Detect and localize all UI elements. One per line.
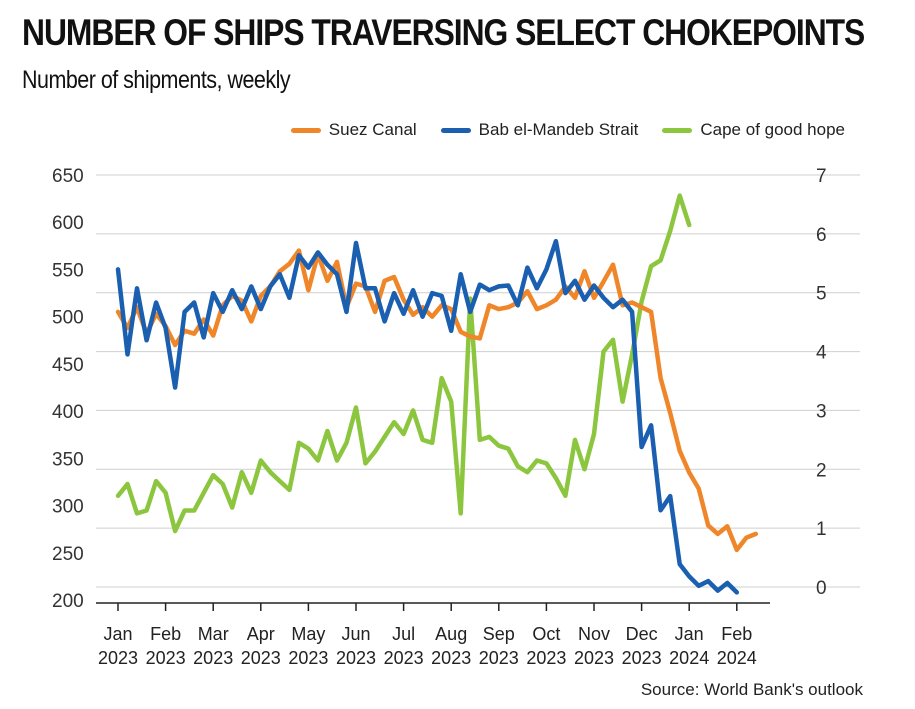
x-tick-year-feb-2024: 2024 — [717, 648, 757, 668]
y-left-tick-400: 400 — [52, 402, 84, 423]
x-tick-year-dec-2023: 2023 — [622, 648, 662, 668]
legend-swatch-bab-el-mandeb — [440, 127, 471, 133]
legend-swatch-suez — [290, 127, 321, 133]
x-tick-label-jan-2024: Jan — [675, 624, 704, 644]
x-tick-year-jun-2023: 2023 — [336, 648, 376, 668]
legend: Suez Canal Bab el-Mandeb Strait Cape of … — [290, 120, 845, 140]
x-tick-year-may-2023: 2023 — [288, 648, 328, 668]
x-tick-year-jul-2023: 2023 — [384, 648, 424, 668]
y-left-tick-600: 600 — [52, 213, 84, 234]
legend-item-cape: Cape of good hope — [662, 120, 845, 140]
chart-subtitle: Number of shipments, weekly — [22, 66, 291, 94]
y-right-tick-6: 6 — [816, 225, 827, 246]
x-tick-label-sep-2023: Sep — [483, 624, 515, 644]
x-tick-label-jun-2023: Jun — [341, 624, 370, 644]
source-note: Source: World Bank's outlook — [640, 680, 863, 699]
y-right-tick-4: 4 — [816, 343, 827, 364]
y-right-tick-1: 1 — [816, 519, 827, 540]
x-tick-year-jan-2024: 2024 — [669, 648, 709, 668]
x-tick-label-may-2023: May — [291, 624, 325, 644]
x-tick-label-aug-2023: Aug — [435, 624, 467, 644]
legend-label-bab-el-mandeb: Bab el-Mandeb Strait — [478, 120, 639, 139]
x-tick-label-feb-2023: Feb — [150, 624, 181, 644]
x-tick-label-oct-2023: Oct — [532, 624, 560, 644]
y-left-tick-200: 200 — [52, 591, 84, 612]
x-tick-year-jan-2023: 2023 — [98, 648, 138, 668]
legend-swatch-cape — [662, 127, 693, 133]
x-tick-year-nov-2023: 2023 — [574, 648, 614, 668]
y-left-tick-650: 650 — [52, 166, 84, 187]
x-tick-label-dec-2023: Dec — [626, 624, 658, 644]
y-left-tick-250: 250 — [52, 544, 84, 565]
x-tick-year-sep-2023: 2023 — [479, 648, 519, 668]
y-left-tick-550: 550 — [52, 260, 84, 281]
series-line-bab-el-mandeb-strait — [115, 238, 740, 595]
y-right-tick-3: 3 — [816, 401, 827, 422]
x-tick-label-apr-2023: Apr — [247, 624, 275, 644]
x-tick-year-oct-2023: 2023 — [526, 648, 566, 668]
series-line-cape-of-good-hope — [115, 193, 692, 534]
legend-label-cape: Cape of good hope — [700, 120, 845, 139]
x-tick-label-feb-2024: Feb — [721, 624, 752, 644]
x-tick-label-mar-2023: Mar — [198, 624, 229, 644]
y-right-tick-7: 7 — [816, 166, 827, 187]
x-tick-label-jan-2023: Jan — [103, 624, 132, 644]
y-right-tick-5: 5 — [816, 284, 827, 305]
legend-item-suez: Suez Canal — [290, 120, 417, 140]
y-left-tick-300: 300 — [52, 497, 84, 518]
y-right-tick-0: 0 — [816, 578, 827, 599]
legend-label-suez: Suez Canal — [328, 120, 417, 139]
y-left-tick-500: 500 — [52, 308, 84, 329]
x-tick-year-feb-2023: 2023 — [146, 648, 186, 668]
legend-item-bab-el-mandeb: Bab el-Mandeb Strait — [440, 120, 639, 140]
y-left-tick-450: 450 — [52, 355, 84, 376]
chart-title: NUMBER OF SHIPS TRAVERSING SELECT CHOKEP… — [22, 12, 865, 53]
x-tick-label-nov-2023: Nov — [578, 624, 610, 644]
x-tick-label-jul-2023: Jul — [392, 624, 415, 644]
x-tick-year-aug-2023: 2023 — [431, 648, 471, 668]
x-tick-year-apr-2023: 2023 — [241, 648, 281, 668]
x-tick-year-mar-2023: 2023 — [193, 648, 233, 668]
y-left-tick-350: 350 — [52, 449, 84, 470]
y-right-tick-2: 2 — [816, 460, 827, 481]
